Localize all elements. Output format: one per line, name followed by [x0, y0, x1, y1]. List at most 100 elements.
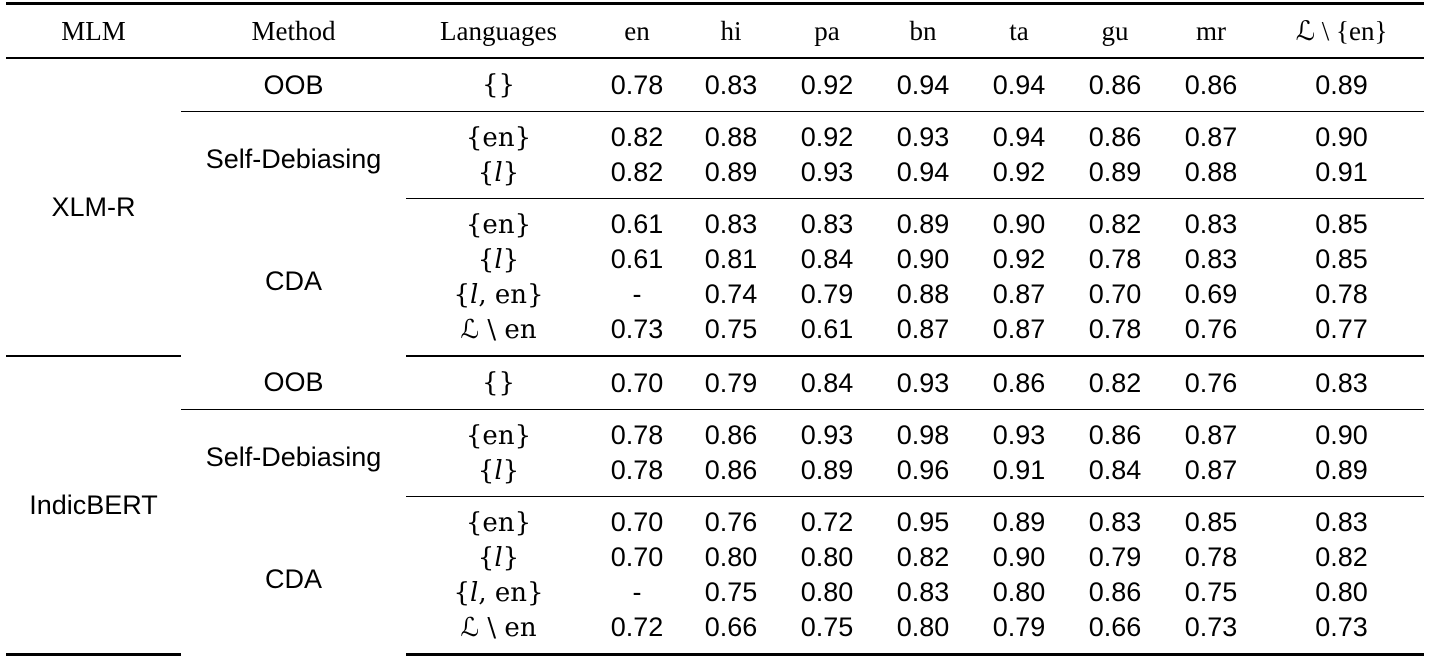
value-cell: 0.92	[971, 155, 1067, 199]
value-cell: 0.90	[992, 209, 1046, 239]
header-gu: gu	[1067, 2, 1163, 59]
languages-cell: {𝑙, en}	[453, 577, 544, 608]
header-en: en	[591, 2, 683, 59]
value-cell: 0.95	[896, 507, 950, 537]
languages-cell: {en}	[465, 507, 532, 538]
value-cell: 0.90	[992, 542, 1046, 572]
languages-cell: {𝑙}	[406, 155, 591, 199]
value-cell: 0.78	[1067, 312, 1163, 357]
value-cell: 0.94	[992, 122, 1046, 152]
value-cell: 0.66	[683, 610, 779, 656]
value-cell: 0.89	[1259, 58, 1424, 112]
value-cell: 0.86	[683, 453, 779, 497]
value-cell: 0.84	[1067, 453, 1163, 497]
table-row: IndicBERT OOB{} 0.70 0.79 0.84 0.93 0.86 0.82 0.…	[6, 356, 1424, 656]
value-cell: -	[632, 279, 642, 309]
table-row: {𝑙} 0.61 0.81 0.84 0.90 0.92 0.78 0.83 0.85	[6, 242, 1424, 277]
value-cell: 0.84	[800, 244, 854, 274]
value-cell: 0.90	[896, 244, 950, 274]
value-cell: 0.89	[896, 209, 950, 239]
header-hi: hi	[683, 2, 779, 59]
value-cell: 0.86	[704, 420, 758, 450]
value-cell: 0.91	[971, 453, 1067, 497]
header-row: MLM Method Languages en hi pa bn ta gu m…	[6, 2, 1424, 59]
method-cell: Self-Debiasing	[205, 143, 382, 174]
languages-cell: {en}	[465, 420, 532, 451]
languages-cell: {}	[406, 356, 591, 410]
value-cell: 0.88	[704, 122, 758, 152]
value-cell: 0.77	[1259, 312, 1424, 357]
value-cell: 0.90	[1315, 420, 1368, 450]
value-cell: 0.81	[704, 244, 758, 274]
value-cell: 0.82	[610, 122, 664, 152]
value-cell: 0.86	[1088, 577, 1142, 607]
header-languages: Languages	[406, 2, 591, 59]
value-cell: 0.82	[1088, 209, 1142, 239]
value-cell: 0.74	[704, 279, 758, 309]
value-cell: 0.86	[1088, 420, 1142, 450]
value-cell: 0.80	[800, 542, 854, 572]
value-cell: 0.83	[1315, 507, 1368, 537]
method-cell: OOB	[181, 356, 406, 410]
value-cell: 0.79	[683, 356, 779, 410]
value-cell: 0.96	[875, 453, 971, 497]
method-cell: Self-Debiasing	[205, 441, 382, 472]
value-cell: 0.94	[875, 58, 971, 112]
value-cell: 0.89	[992, 507, 1046, 537]
value-cell: 0.87	[1163, 453, 1259, 497]
value-cell: 0.83	[896, 577, 950, 607]
value-cell: 0.61	[610, 209, 664, 239]
value-cell: 0.75	[683, 312, 779, 357]
value-cell: 0.83	[1184, 244, 1238, 274]
value-cell: 0.72	[591, 610, 683, 656]
value-cell: 0.89	[1259, 453, 1424, 497]
model-section: XLM-R OOB{} 0.78 0.83 0.92 0.94 0.94 0.86 0.86 0.…	[6, 58, 1424, 357]
value-cell: 0.89	[779, 453, 875, 497]
value-cell: 0.73	[591, 312, 683, 357]
value-cell: 0.87	[971, 312, 1067, 357]
value-cell: 0.89	[1067, 155, 1163, 199]
header-method: Method	[181, 2, 406, 59]
value-cell: 0.94	[971, 58, 1067, 112]
value-cell: 0.93	[800, 420, 854, 450]
table-row: CDA {en} 0.70 0.76 0.72 0.95 0.89 0.83 0.85 0.83	[6, 497, 1424, 594]
value-cell: 0.73	[1259, 610, 1424, 656]
value-cell: 0.79	[800, 279, 854, 309]
languages-cell: ℒ \ en	[406, 610, 591, 656]
value-cell: 0.98	[896, 420, 950, 450]
value-cell: 0.76	[704, 507, 758, 537]
value-cell: 0.93	[992, 420, 1046, 450]
value-cell: 0.80	[704, 542, 758, 572]
value-cell: 0.91	[1259, 155, 1424, 199]
value-cell: 0.84	[779, 356, 875, 410]
header-bn: bn	[875, 2, 971, 59]
languages-cell: {𝑙}	[477, 244, 520, 275]
table-row: ℒ \ en 0.73 0.75 0.61 0.87 0.87 0.78 0.76 0.77	[6, 312, 1424, 357]
value-cell: 0.87	[992, 279, 1046, 309]
value-cell: 0.70	[591, 356, 683, 410]
value-cell: 0.70	[610, 507, 664, 537]
value-cell: 0.87	[875, 312, 971, 357]
table-row: {𝑙} 0.82 0.89 0.93 0.94 0.92 0.89 0.88 0.91	[6, 155, 1424, 199]
value-cell: 0.87	[1184, 122, 1238, 152]
mlm-cell: XLM-R	[6, 58, 181, 357]
value-cell: 0.89	[683, 155, 779, 199]
value-cell: 0.78	[591, 453, 683, 497]
value-cell: 0.69	[1184, 279, 1238, 309]
languages-cell: {𝑙}	[406, 453, 591, 497]
value-cell: 0.94	[875, 155, 971, 199]
value-cell: 0.78	[1088, 244, 1142, 274]
value-cell: 0.61	[610, 244, 664, 274]
table-row: {𝑙, en} - 0.74 0.79 0.88 0.87 0.70 0.69 0.78	[6, 277, 1424, 312]
value-cell: 0.80	[1315, 577, 1368, 607]
method-cell: CDA	[264, 564, 322, 594]
model-section: IndicBERT OOB{} 0.70 0.79 0.84 0.93 0.86 0.82 0.…	[6, 356, 1424, 656]
value-cell: 0.83	[704, 209, 758, 239]
value-cell: 0.70	[1088, 279, 1142, 309]
table-row: {𝑙} 0.78 0.86 0.89 0.96 0.91 0.84 0.87 0.89	[6, 453, 1424, 497]
value-cell: 0.93	[896, 122, 950, 152]
value-cell: 0.83	[800, 209, 854, 239]
languages-cell: {}	[406, 58, 591, 112]
value-cell: 0.72	[800, 507, 854, 537]
header-mlm: MLM	[6, 2, 181, 59]
